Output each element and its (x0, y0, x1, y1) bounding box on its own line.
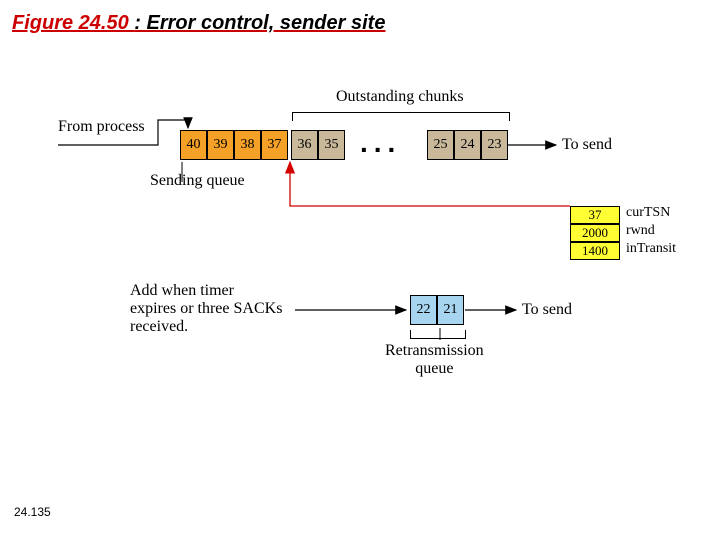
queue-chunk: 39 (207, 130, 234, 160)
queue-chunk: 40 (180, 130, 207, 160)
label-to-send-top: To send (562, 136, 612, 154)
queue-chunk: 35 (318, 130, 345, 160)
state-value: 2000 (570, 224, 620, 242)
state-name: inTransit (626, 241, 676, 257)
queue-chunk: 36 (291, 130, 318, 160)
page-number: 24.135 (14, 505, 51, 519)
label-from-process: From process (58, 118, 145, 136)
state-name: rwnd (626, 223, 655, 239)
retrans-chunk: 22 (410, 295, 437, 325)
queue-chunk: 37 (261, 130, 288, 160)
state-name: curTSN (626, 205, 670, 221)
queue-chunk: 23 (481, 130, 508, 160)
state-value: 1400 (570, 242, 620, 260)
retrans-chunk: 21 (437, 295, 464, 325)
diagram-arrows (0, 0, 720, 540)
bracket-outstanding (292, 112, 510, 121)
queue-chunk: 38 (234, 130, 261, 160)
queue-chunk: 25 (427, 130, 454, 160)
label-outstanding: Outstanding chunks (336, 88, 464, 106)
state-value: 37 (570, 206, 620, 224)
label-to-send-bottom: To send (522, 301, 572, 319)
label-sending-queue: Sending queue (150, 172, 245, 190)
bracket-retransmission (410, 330, 466, 339)
queue-chunk: 24 (454, 130, 481, 160)
label-retransmission-queue: Retransmission queue (385, 342, 484, 378)
label-add-note: Add when timer expires or three SACKs re… (130, 282, 282, 336)
queue-ellipsis: ... (360, 128, 401, 158)
